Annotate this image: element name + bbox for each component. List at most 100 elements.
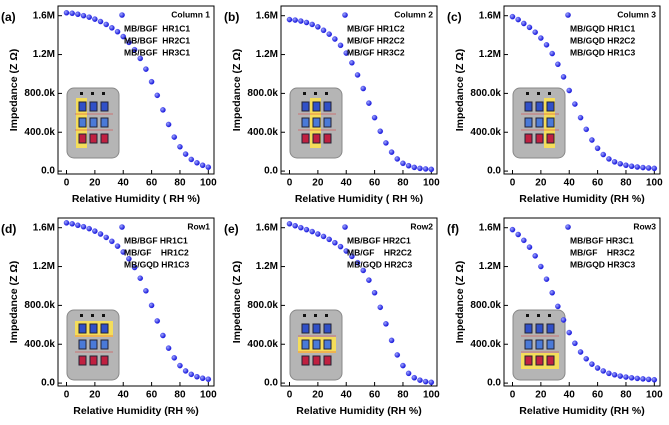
y-tick-label: 400.0k — [470, 127, 501, 138]
inset-electrode — [524, 117, 533, 128]
data-point — [286, 221, 293, 227]
inset-pin — [102, 314, 105, 317]
data-point — [160, 107, 166, 113]
data-point — [75, 222, 81, 229]
inset-electrode — [100, 133, 109, 144]
panel-label: (d) — [1, 222, 16, 236]
inset-electrode — [312, 339, 321, 350]
legend-text: MB/GF HR3C2 — [347, 47, 405, 57]
y-tick-label: 1.2M — [256, 49, 278, 60]
legend-text: MB/GQD HR1C3 — [124, 259, 189, 269]
inset-electrode — [535, 355, 544, 366]
legend-text: MB/BGF HR2C1 — [124, 35, 190, 45]
data-point — [194, 160, 200, 166]
data-point — [566, 329, 572, 336]
inset-pin — [548, 314, 551, 317]
data-point — [417, 165, 423, 172]
data-point — [80, 223, 87, 230]
data-point — [606, 156, 612, 162]
inset-electrode — [78, 355, 87, 366]
data-point — [360, 267, 367, 274]
data-point — [543, 42, 550, 48]
x-tick-label: 80 — [620, 178, 632, 189]
inset-electrode — [100, 101, 109, 112]
data-point — [532, 29, 538, 35]
data-point — [640, 164, 646, 171]
y-tick-label: 400.0k — [247, 127, 278, 138]
data-point — [606, 370, 612, 377]
inset-electrode — [524, 355, 533, 366]
data-point — [326, 31, 332, 37]
data-point — [126, 256, 132, 262]
legend-text: MB/BGF HR3C1 — [570, 235, 634, 245]
data-point — [103, 234, 109, 241]
inset-electrode — [323, 323, 332, 334]
inset-electrode — [78, 133, 87, 144]
y-tick-label: 1.6M — [479, 222, 501, 233]
data-point — [394, 352, 401, 358]
x-tick-label: 100 — [423, 178, 440, 189]
inset-electrode — [535, 101, 544, 112]
data-point — [366, 277, 372, 283]
data-point — [92, 228, 98, 234]
legend-text: MB/GQD HR1C3 — [570, 47, 635, 57]
inset-electrode — [546, 133, 555, 144]
y-tick-label: 0.0 — [41, 166, 55, 177]
inset-electrode — [323, 101, 332, 112]
data-point — [428, 379, 435, 386]
y-axis-label: Impedance (Z Ω) — [231, 261, 243, 344]
data-point — [114, 28, 121, 35]
data-point — [343, 50, 349, 56]
y-tick-label: 1.6M — [33, 222, 55, 233]
data-point — [383, 321, 389, 327]
data-point — [560, 74, 567, 80]
x-tick-label: 80 — [174, 390, 186, 401]
inset-electrode — [312, 133, 321, 144]
data-point — [332, 36, 338, 42]
legend-label: Column 3 — [617, 9, 656, 19]
data-point — [343, 248, 349, 254]
inset-electrode — [312, 101, 321, 112]
y-axis-label: Impedance (Z Ω) — [454, 261, 466, 344]
x-tick-label: 20 — [89, 390, 101, 401]
legend-marker — [342, 12, 348, 18]
inset-pin — [526, 314, 529, 317]
inset-electrode — [323, 117, 332, 128]
data-point — [645, 376, 652, 383]
data-point — [543, 276, 550, 282]
y-tick-label: 400.0k — [470, 339, 501, 350]
legend-label: Row2 — [410, 221, 433, 231]
inset-electrode — [546, 323, 555, 334]
data-point — [417, 377, 423, 383]
data-point — [148, 78, 155, 85]
inset-pin — [303, 92, 306, 95]
inset-electrode — [301, 133, 310, 144]
x-tick-label: 100 — [423, 390, 440, 401]
legend-text: MB/GQD HR2C2 — [570, 35, 635, 45]
inset-electrode — [301, 101, 310, 112]
data-point — [154, 92, 161, 99]
y-tick-label: 400.0k — [247, 339, 278, 350]
data-point — [69, 10, 75, 17]
data-point — [320, 233, 327, 240]
data-point — [634, 164, 641, 170]
data-point — [165, 121, 172, 128]
panel: (e) Impedance (Z Ω) Relative Humidity (RH … — [224, 217, 440, 417]
data-point — [572, 101, 578, 107]
inset-pin — [80, 314, 83, 317]
data-point — [589, 361, 595, 367]
data-point — [349, 60, 355, 66]
data-point — [298, 18, 304, 24]
y-tick-label: 800.0k — [247, 300, 278, 311]
x-tick-label: 80 — [397, 178, 409, 189]
data-point — [337, 243, 344, 250]
data-point — [388, 149, 395, 155]
data-point — [549, 50, 555, 57]
legend-marker — [119, 12, 125, 18]
data-point — [165, 345, 172, 351]
data-point — [422, 166, 429, 172]
legend-text: MB/GQD HR1C1 — [570, 23, 635, 33]
x-tick-label: 0 — [287, 390, 293, 401]
legend-text: MB/GQD HR3C3 — [570, 259, 635, 269]
data-point — [320, 27, 327, 34]
